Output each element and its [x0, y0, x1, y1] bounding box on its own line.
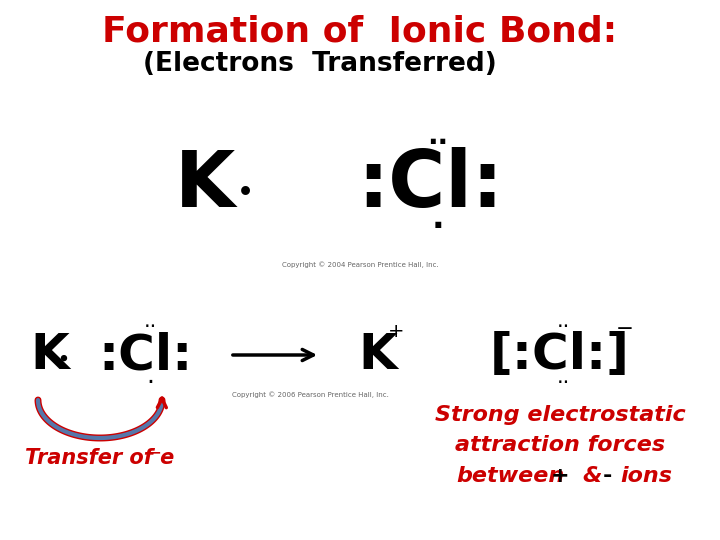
Text: ions: ions	[620, 466, 672, 486]
Text: $^+$: $^+$	[383, 325, 403, 353]
Text: Copyright © 2006 Pearson Prentice Hall, Inc.: Copyright © 2006 Pearson Prentice Hall, …	[232, 392, 388, 399]
Text: K: K	[175, 147, 235, 223]
Text: [:Cl:]: [:Cl:]	[490, 331, 630, 379]
Text: $\bullet$: $\bullet$	[56, 348, 68, 368]
Text: +: +	[551, 466, 570, 486]
Text: between: between	[456, 466, 564, 486]
Text: ⋅: ⋅	[432, 211, 444, 244]
Text: :Cl:: :Cl:	[98, 331, 192, 379]
Text: &: &	[582, 466, 601, 486]
Text: -: -	[603, 466, 612, 486]
Text: K: K	[358, 331, 397, 379]
Text: (Electrons  Transferred): (Electrons Transferred)	[143, 51, 497, 77]
Text: K: K	[30, 331, 68, 379]
Text: ⋅: ⋅	[146, 371, 154, 395]
Text: :Cl:: :Cl:	[357, 147, 503, 223]
Text: ⋅⋅: ⋅⋅	[143, 317, 157, 337]
Text: ⋅⋅: ⋅⋅	[557, 317, 570, 337]
Text: $^-$: $^-$	[611, 322, 633, 352]
Text: −: −	[149, 445, 161, 459]
Text: Formation of  Ionic Bond:: Formation of Ionic Bond:	[102, 15, 618, 49]
Text: ⋅⋅: ⋅⋅	[557, 373, 570, 393]
Text: Strong electrostatic: Strong electrostatic	[435, 405, 685, 425]
Text: Transfer of e: Transfer of e	[25, 448, 175, 468]
Text: ⋅⋅: ⋅⋅	[428, 129, 449, 157]
Text: Copyright © 2004 Pearson Prentice Hall, Inc.: Copyright © 2004 Pearson Prentice Hall, …	[282, 262, 438, 268]
Text: attraction forces: attraction forces	[455, 435, 665, 455]
Text: $\bullet$: $\bullet$	[235, 176, 251, 205]
